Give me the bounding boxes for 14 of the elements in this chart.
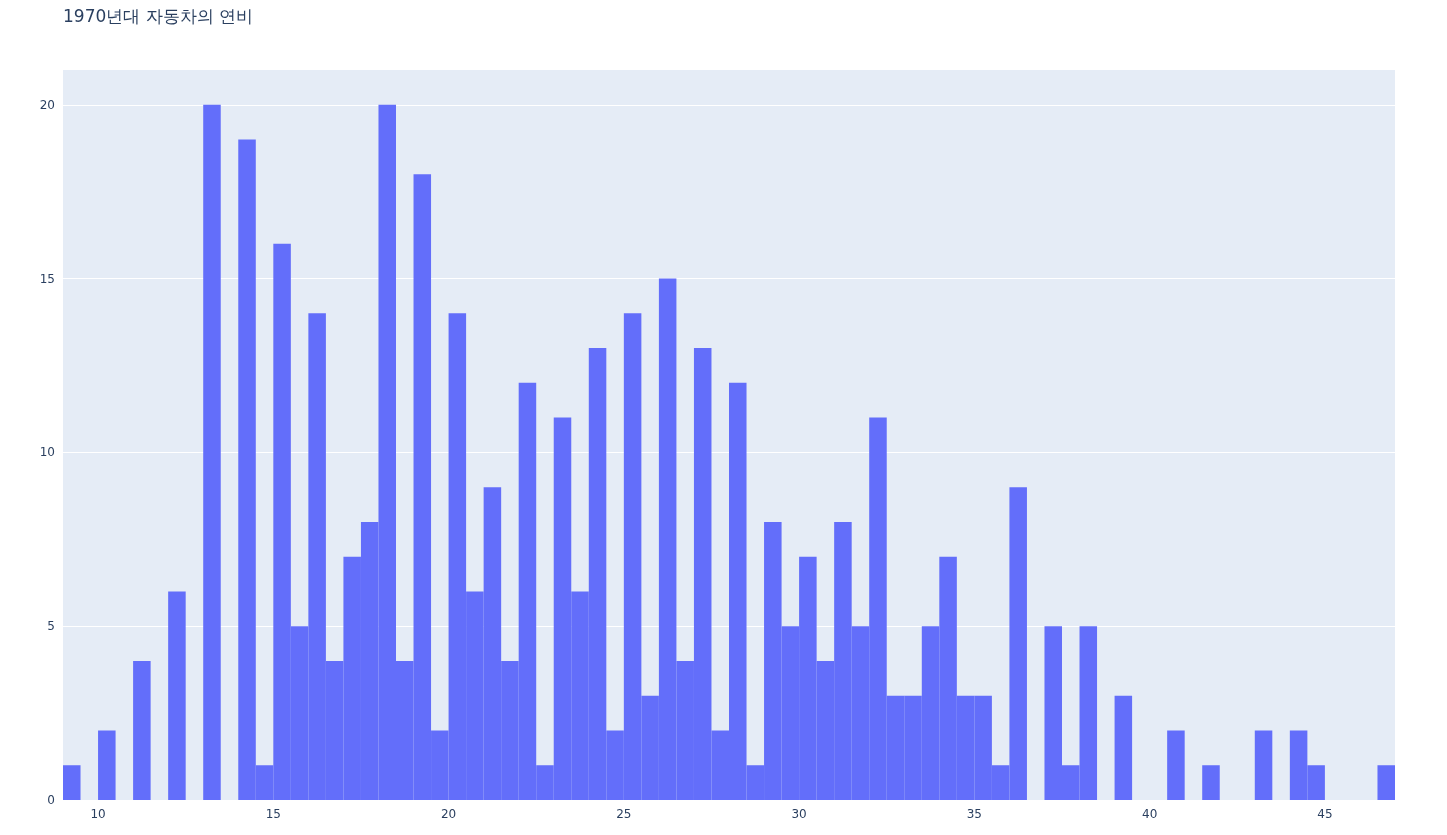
x-tick-label: 35 xyxy=(966,807,983,821)
chart-title: 1970년대 자동차의 연비 xyxy=(63,5,254,26)
x-tick-label: 20 xyxy=(440,807,457,821)
y-tick-label: 5 xyxy=(47,619,55,634)
y-tick-label: 10 xyxy=(39,445,55,460)
x-tick-label: 30 xyxy=(791,807,807,821)
x-tick-label: 25 xyxy=(616,807,632,821)
y-tick-label: 0 xyxy=(47,793,55,807)
x-tick-label: 45 xyxy=(1317,807,1333,821)
y-tick-label: 15 xyxy=(39,271,55,286)
x-tick-label: 10 xyxy=(90,807,106,821)
y-tick-label: 20 xyxy=(39,97,55,112)
x-tick-label: 40 xyxy=(1141,807,1158,821)
x-tick-label: 15 xyxy=(265,807,281,821)
